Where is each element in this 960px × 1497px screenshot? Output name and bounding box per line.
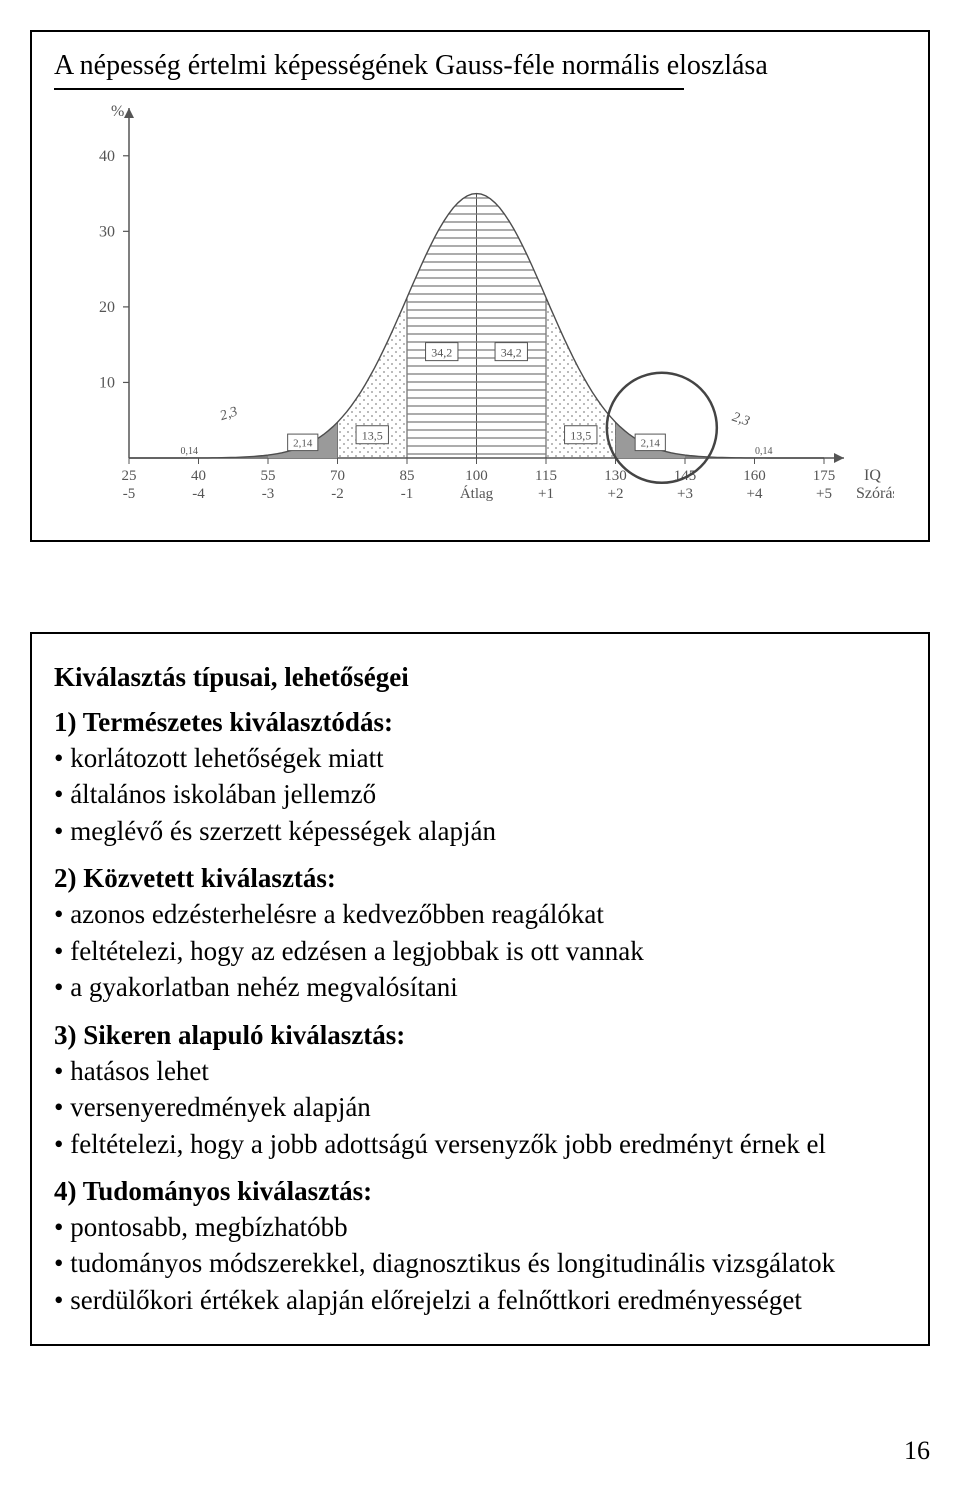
svg-text:40: 40 — [191, 468, 206, 484]
slide-selection-types: Kiválasztás típusai, lehetőségei 1) Term… — [30, 632, 930, 1346]
svg-text:115: 115 — [535, 468, 557, 484]
svg-text:85: 85 — [400, 468, 415, 484]
svg-text:-5: -5 — [123, 486, 136, 502]
slide-gauss: A népesség értelmi képességének Gauss-fé… — [30, 30, 930, 542]
svg-text:10: 10 — [99, 374, 115, 391]
svg-text:-3: -3 — [262, 486, 275, 502]
bell-curve-chart: 10 20 30 40% 25 -5 40 -4 55 -3 70 -2 85 -1 100Átlag 115… — [54, 98, 906, 528]
svg-text:2,14: 2,14 — [641, 438, 661, 450]
bullet-item: meglévő és szerzett képességek alapján — [54, 813, 906, 849]
svg-text:+4: +4 — [747, 486, 763, 502]
svg-text:0,14: 0,14 — [755, 446, 773, 457]
bullet-item: feltételezi, hogy a jobb adottságú verse… — [54, 1126, 906, 1162]
svg-text:+3: +3 — [677, 486, 693, 502]
svg-text:2,3: 2,3 — [218, 404, 239, 424]
bullet-item: serdülőkori értékek alapján előrejelzi a… — [54, 1282, 906, 1318]
svg-text:0,14: 0,14 — [180, 446, 198, 457]
bullet-item: azonos edzésterhelésre a kedvezőbben rea… — [54, 896, 906, 932]
svg-text:Szórás: Szórás — [856, 485, 894, 502]
svg-text:2,3: 2,3 — [730, 410, 751, 430]
title-underline — [54, 88, 684, 90]
slide1-title: A népesség értelmi képességének Gauss-fé… — [54, 50, 906, 82]
bullet-item: hatásos lehet — [54, 1053, 906, 1089]
svg-text:+5: +5 — [816, 486, 832, 502]
svg-text:130: 130 — [604, 468, 627, 484]
slide2-heading: Kiválasztás típusai, lehetőségei — [54, 662, 906, 693]
svg-text:34,2: 34,2 — [501, 345, 522, 359]
svg-text:70: 70 — [330, 468, 345, 484]
svg-text:13,5: 13,5 — [362, 429, 383, 443]
g2-bullets: azonos edzésterhelésre a kedvezőbben rea… — [54, 896, 906, 1005]
bullet-item: feltételezi, hogy az edzésen a legjobbak… — [54, 933, 906, 969]
bullet-item: általános iskolában jellemző — [54, 776, 906, 812]
bullet-item: tudományos módszerekkel, diagnosztikus é… — [54, 1245, 906, 1281]
svg-text:2,14: 2,14 — [293, 438, 313, 450]
svg-text:160: 160 — [743, 468, 766, 484]
svg-text:+1: +1 — [538, 486, 554, 502]
page-number: 16 — [30, 1436, 930, 1466]
svg-text:30: 30 — [99, 223, 115, 240]
svg-text:%: % — [111, 103, 124, 120]
svg-text:+2: +2 — [608, 486, 624, 502]
svg-text:13,5: 13,5 — [570, 429, 591, 443]
g1-bullets: korlátozott lehetőségek miattáltalános i… — [54, 740, 906, 849]
g3-head: 3) Sikeren alapuló kiválasztás: — [54, 1020, 906, 1051]
svg-text:175: 175 — [813, 468, 836, 484]
svg-text:-2: -2 — [331, 486, 344, 502]
svg-text:Átlag: Átlag — [460, 485, 494, 502]
g4-head: 4) Tudományos kiválasztás: — [54, 1176, 906, 1207]
bullet-item: a gyakorlatban nehéz megvalósítani — [54, 969, 906, 1005]
g2-head: 2) Közvetett kiválasztás: — [54, 863, 906, 894]
svg-text:-4: -4 — [192, 486, 205, 502]
svg-text:100: 100 — [465, 468, 488, 484]
svg-text:IQ: IQ — [864, 467, 881, 484]
svg-text:-1: -1 — [401, 486, 414, 502]
svg-text:40: 40 — [99, 148, 115, 165]
bullet-item: pontosabb, megbízhatóbb — [54, 1209, 906, 1245]
svg-text:25: 25 — [122, 468, 137, 484]
bullet-item: korlátozott lehetőségek miatt — [54, 740, 906, 776]
g4-bullets: pontosabb, megbízhatóbbtudományos módsze… — [54, 1209, 906, 1318]
svg-text:20: 20 — [99, 299, 115, 316]
svg-text:34,2: 34,2 — [431, 345, 452, 359]
svg-text:55: 55 — [261, 468, 276, 484]
bullet-item: versenyeredmények alapján — [54, 1089, 906, 1125]
g1-head: 1) Természetes kiválasztódás: — [54, 707, 906, 738]
g3-bullets: hatásos lehetversenyeredmények alapjánfe… — [54, 1053, 906, 1162]
